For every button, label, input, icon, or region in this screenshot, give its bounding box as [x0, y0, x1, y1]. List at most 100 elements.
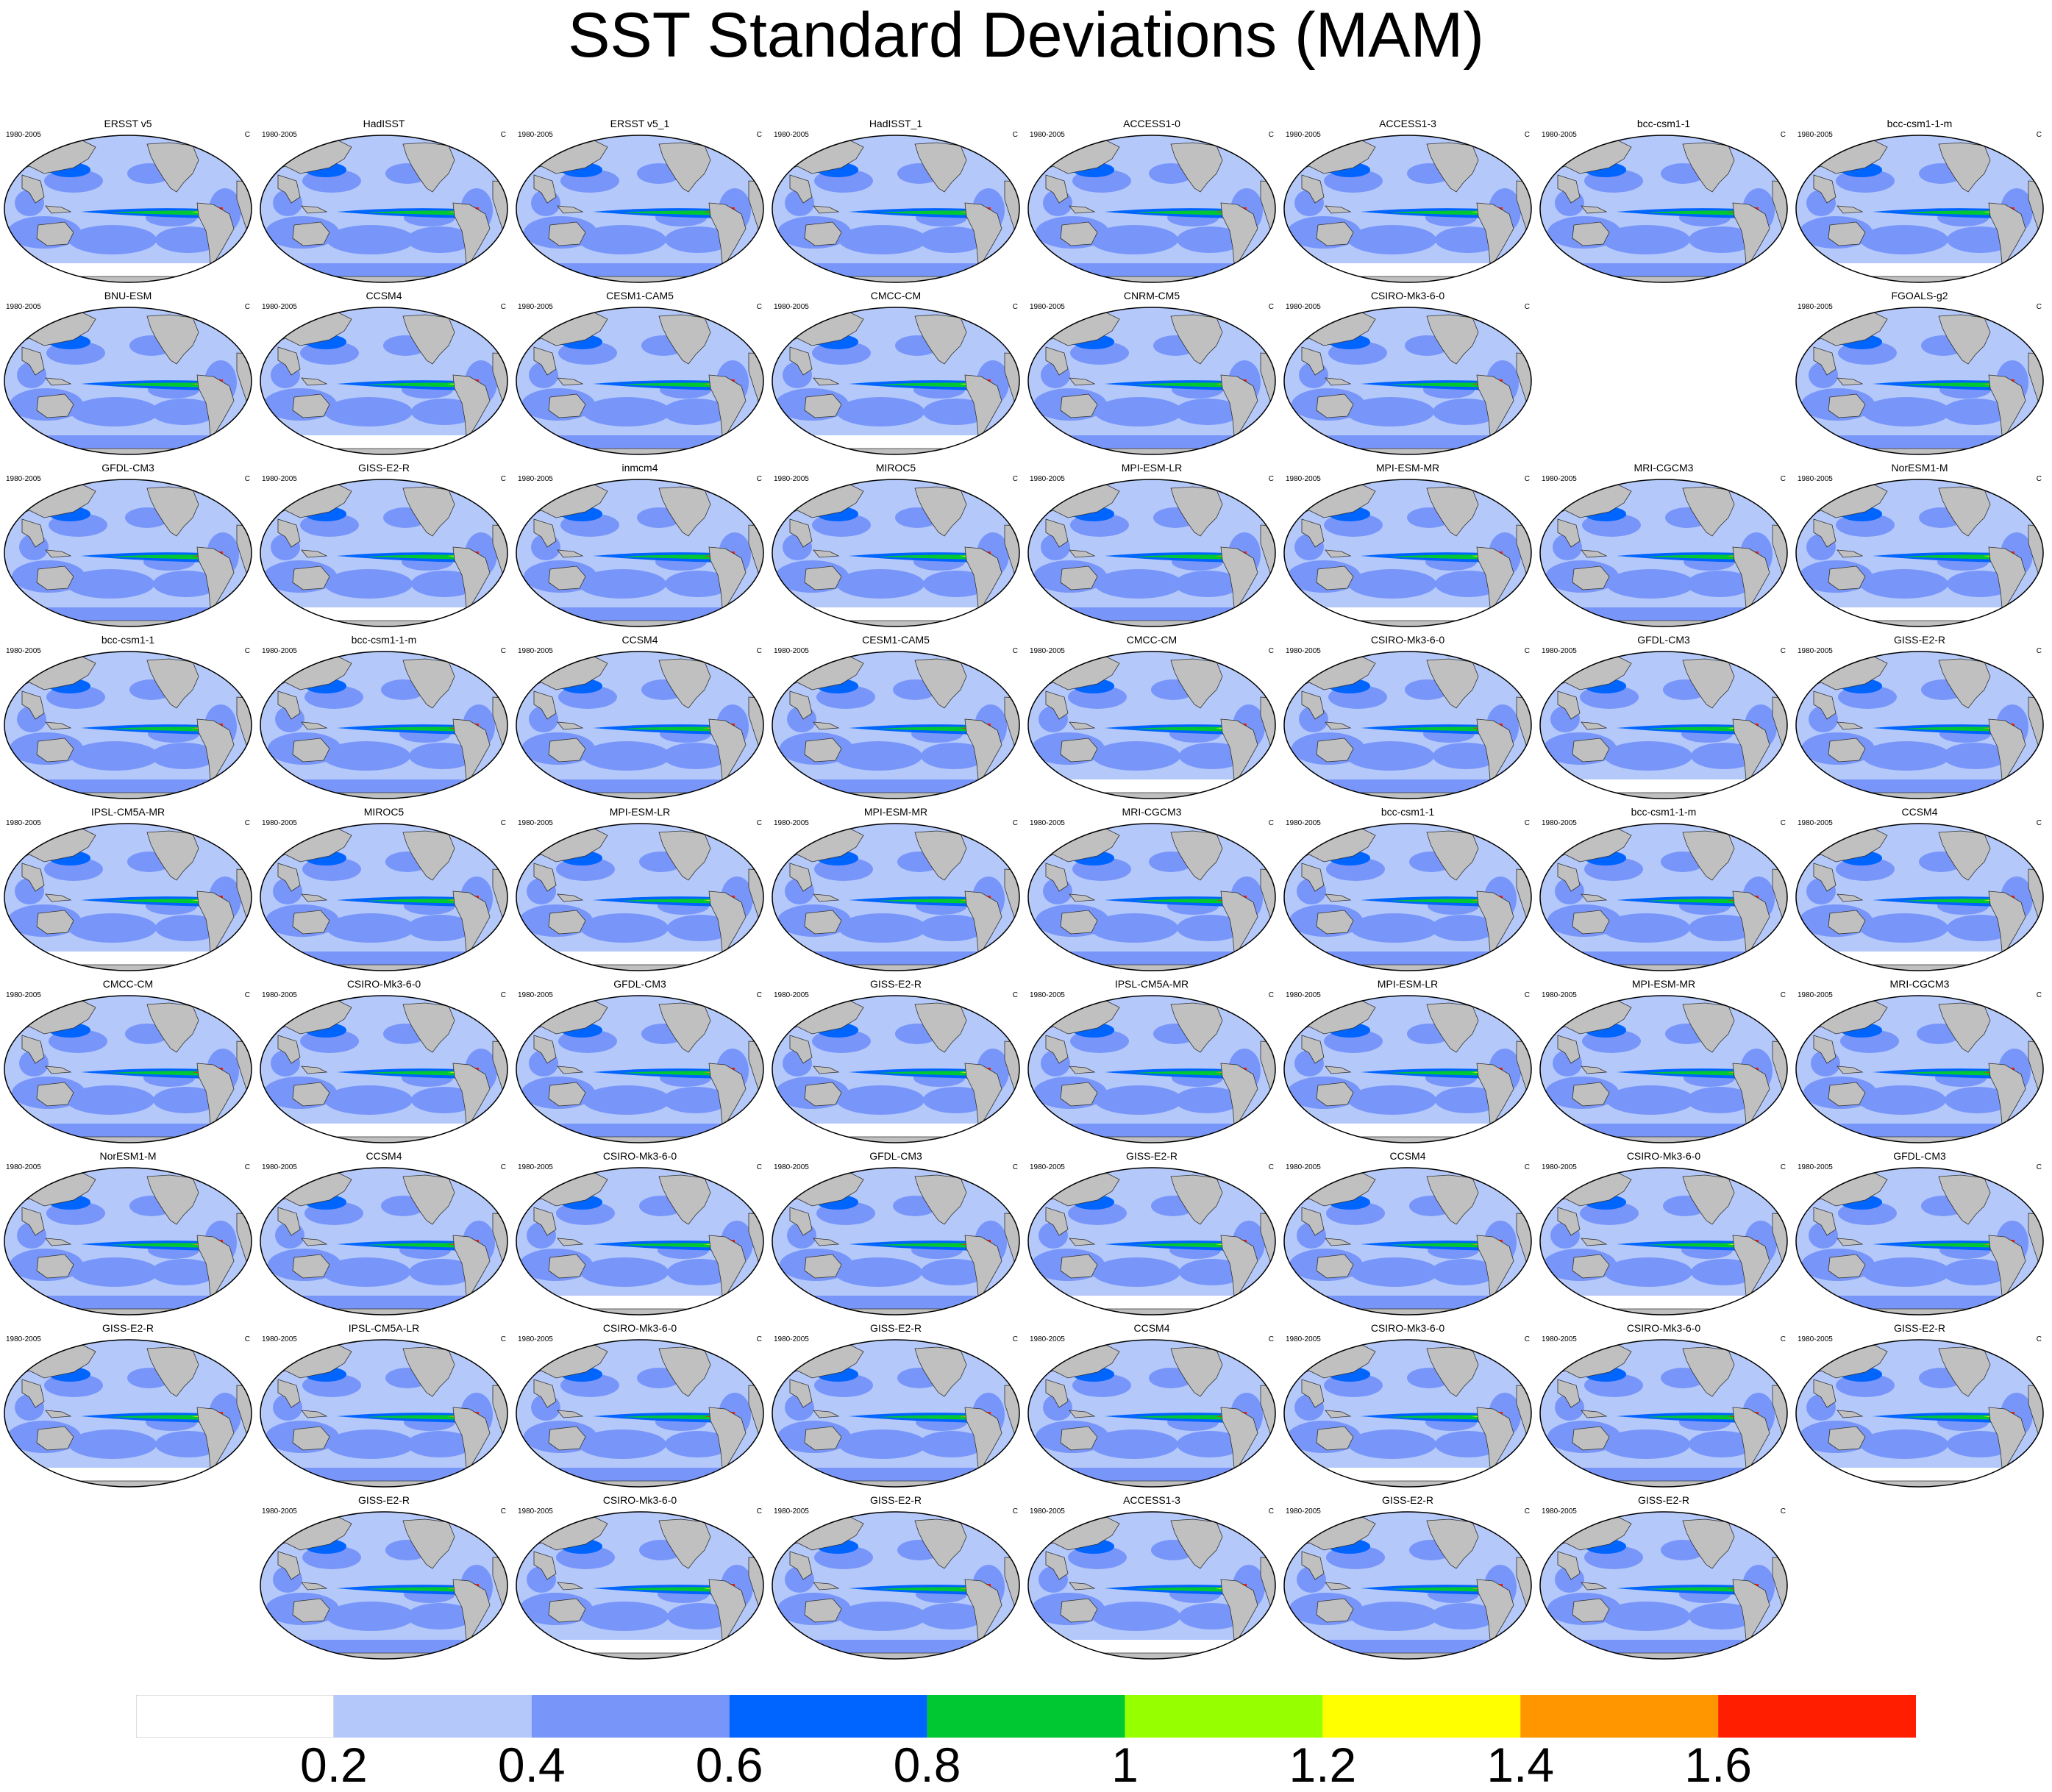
- greenland-land: [967, 135, 989, 151]
- southeast-asia-land: [1557, 690, 1581, 720]
- southern-ocean: [4, 1296, 252, 1310]
- sst-map: [1795, 1167, 2044, 1316]
- greenland-land: [199, 479, 221, 495]
- greenland-land: [967, 652, 989, 667]
- australia-land: [1060, 1598, 1098, 1623]
- sst-map: [4, 995, 252, 1143]
- australia-land: [1828, 738, 1866, 763]
- sst-map: [1283, 651, 1532, 799]
- indonesia-land: [45, 721, 72, 730]
- ocean-patch: [1606, 1085, 1695, 1115]
- greenland-land: [967, 1168, 989, 1183]
- australia-land: [548, 738, 586, 763]
- australia-land: [548, 1254, 586, 1279]
- greenland-land: [199, 1340, 221, 1355]
- ocean-patch: [836, 569, 925, 599]
- southern-ocean: [1284, 779, 1531, 794]
- panel-period: 1980-2005: [774, 1335, 809, 1343]
- southeast-asia-land: [1045, 863, 1069, 892]
- southeast-asia-land: [789, 1207, 813, 1236]
- map-panel: CSIRO-Mk3-6-0 1980-2005 C: [1280, 634, 1536, 804]
- greenland-land: [1735, 1340, 1757, 1355]
- map-panel: IPSL-CM5A-MR 1980-2005 C: [0, 806, 256, 977]
- map-panel: MPI-ESM-LR 1980-2005 C: [512, 806, 768, 977]
- panel-title: ACCESS1-3: [1379, 118, 1436, 129]
- southeast-asia-land: [1557, 1379, 1581, 1408]
- australia-land: [1828, 1254, 1866, 1279]
- southeast-asia-land: [21, 174, 45, 204]
- sst-map: [1027, 1511, 1276, 1660]
- ocean-patch: [834, 1257, 922, 1287]
- indonesia-land: [1837, 205, 1864, 214]
- indonesia-land: [45, 1065, 72, 1074]
- indonesia-land: [557, 1410, 584, 1418]
- ocean-patch: [1860, 569, 1948, 599]
- sst-map: [772, 307, 1020, 455]
- ocean-patch: [836, 1085, 925, 1115]
- colorbar-swatch: [1520, 1695, 1719, 1738]
- ocean-patch: [1947, 226, 2013, 253]
- southern-ocean: [1284, 263, 1531, 278]
- southern-ocean: [260, 1640, 507, 1654]
- ocean-patch: [151, 743, 217, 769]
- ocean-patch: [836, 397, 925, 426]
- ocean-patch: [838, 913, 927, 943]
- panel-title: CCSM4: [621, 634, 658, 646]
- ocean-patch: [1433, 743, 1499, 769]
- map-border: [1027, 651, 1276, 799]
- southern-ocean: [516, 435, 763, 450]
- australia-land: [1572, 221, 1610, 246]
- panel-units: C: [2036, 303, 2042, 311]
- map-border: [516, 135, 764, 283]
- panel-title: BNU-ESM: [104, 290, 152, 301]
- southern-ocean: [1284, 1468, 1531, 1482]
- panel-period: 1980-2005: [1542, 1507, 1577, 1516]
- greenland-land: [1223, 996, 1245, 1011]
- panel-period: 1980-2005: [1542, 475, 1577, 483]
- greenland-land: [199, 824, 221, 839]
- indonesia-land: [557, 377, 584, 386]
- panel-title: IPSL-CM5A-MR: [90, 806, 165, 818]
- panel-period: 1980-2005: [774, 475, 809, 483]
- panel-period: 1980-2005: [1286, 647, 1321, 655]
- sst-map: [1539, 135, 1788, 283]
- sst-map: [772, 1167, 1020, 1316]
- ocean-patch: [921, 743, 987, 769]
- greenland-land: [1479, 824, 1501, 839]
- sst-map: [1027, 651, 1276, 799]
- panel-units: C: [756, 1335, 762, 1343]
- australia-land: [292, 1082, 330, 1107]
- sst-map: [1795, 651, 2044, 799]
- map-border: [260, 1167, 508, 1316]
- panel-title: GISS-E2-R: [869, 1494, 922, 1506]
- southeast-asia-land: [277, 690, 301, 720]
- panel-units: C: [500, 131, 506, 139]
- indonesia-land: [45, 1238, 72, 1246]
- panel-period: 1980-2005: [774, 1507, 809, 1516]
- sst-map: [1539, 1339, 1788, 1488]
- australia-land: [1060, 221, 1098, 246]
- greenland-land: [1479, 479, 1501, 495]
- australia-land: [1572, 1254, 1610, 1279]
- panel-units: C: [1268, 475, 1274, 483]
- greenland-land: [1991, 652, 2013, 667]
- panel-units: C: [1524, 1507, 1530, 1516]
- panel-period: 1980-2005: [262, 131, 297, 139]
- southern-ocean: [1540, 1296, 1787, 1310]
- southern-ocean: [4, 607, 252, 622]
- ocean-patch: [1350, 1257, 1439, 1287]
- southern-ocean: [1796, 952, 2043, 966]
- map-border: [1795, 995, 2044, 1143]
- map-panel: HadISST 1980-2005 C: [256, 118, 512, 288]
- panel-title: GISS-E2-R: [1381, 1494, 1433, 1506]
- southeast-asia-land: [1301, 1379, 1325, 1408]
- panel-period: 1980-2005: [518, 647, 553, 655]
- australia-land: [804, 1082, 842, 1107]
- panel-period: 1980-2005: [6, 1335, 41, 1343]
- ocean-patch: [1177, 915, 1243, 941]
- panel-title: MRI-CGCM3: [1889, 978, 1950, 990]
- panel-period: 1980-2005: [1798, 1163, 1833, 1171]
- southeast-asia-land: [1813, 1035, 1837, 1064]
- indonesia-land: [813, 1238, 840, 1246]
- map-border: [4, 1339, 252, 1488]
